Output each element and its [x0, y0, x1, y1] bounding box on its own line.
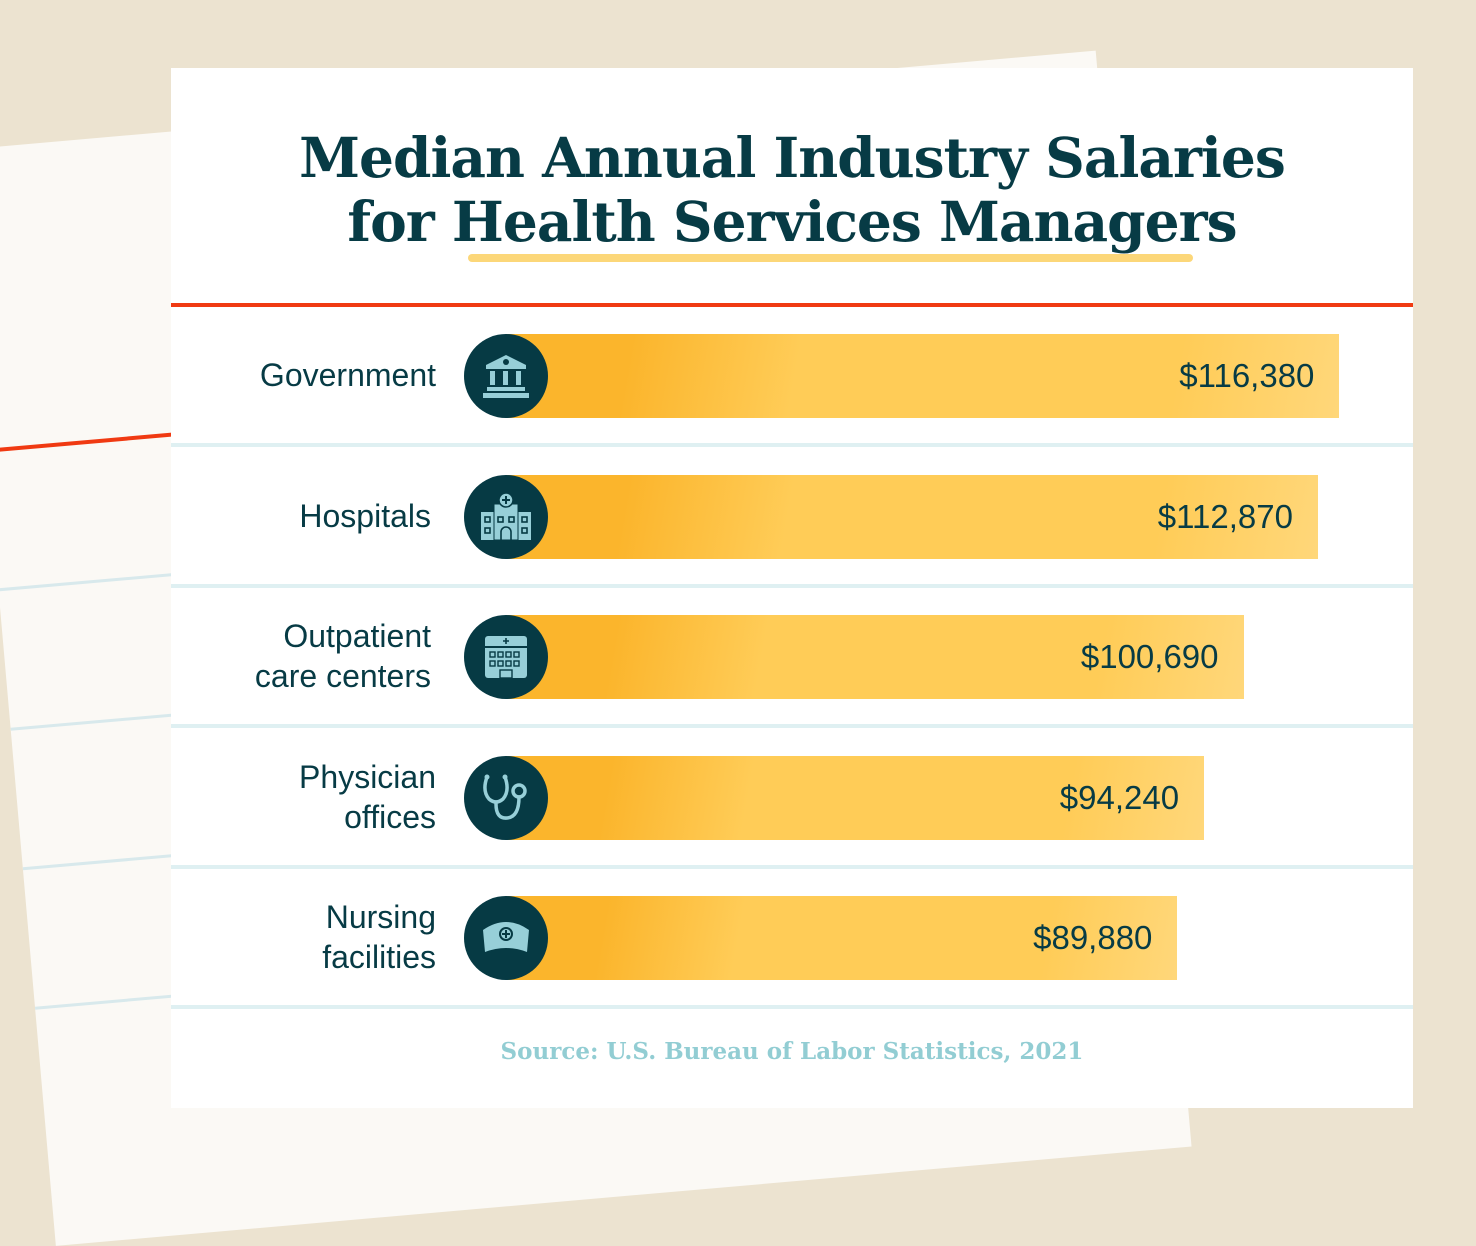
category-label: Hospitals [131, 496, 431, 536]
category-label-line: Nursing [325, 899, 436, 935]
bar: $100,690 [506, 615, 1244, 699]
chart-title: Median Annual Industry Salaries for Heal… [171, 126, 1413, 254]
row-divider [171, 1005, 1413, 1009]
bar-row: Nursing facilities $89,880 [171, 867, 1413, 1009]
category-label-line: facilities [322, 939, 436, 975]
header-rule [171, 303, 1413, 307]
category-label-line: care centers [254, 658, 431, 694]
bar-row: Outpatient care centers $100,690 [171, 586, 1413, 728]
stethoscope-icon [464, 755, 548, 840]
data-label: $116,380 [1179, 357, 1315, 394]
bar-row: Physician offices $94,240 [171, 727, 1413, 869]
government-building-icon [464, 334, 548, 418]
data-label: $89,880 [1033, 919, 1153, 956]
bar: $94,240 [506, 755, 1205, 840]
category-label-line: Outpatient [283, 618, 431, 654]
title-line-2: for Health Services Managers [347, 189, 1237, 254]
bar-row: Hospitals $112,870 [171, 446, 1413, 588]
category-label-line: Physician [299, 758, 436, 795]
row-divider [171, 443, 1413, 447]
category-label-line: Hospitals [299, 497, 431, 534]
row-divider [171, 724, 1413, 728]
bar: $112,870 [506, 474, 1318, 559]
category-label: Government [136, 355, 436, 395]
nurse-cap-icon [464, 896, 548, 980]
bar-row: Government $116,380 [171, 305, 1413, 447]
bar: $89,880 [506, 896, 1178, 980]
data-label: $100,690 [1080, 638, 1219, 675]
row-divider [171, 864, 1413, 869]
clinic-icon [464, 615, 548, 699]
category-label: Nursing facilities [136, 897, 436, 977]
data-label: $94,240 [1059, 778, 1180, 816]
bar: $116,380 [506, 334, 1340, 418]
category-label: Physician offices [136, 757, 436, 837]
row-divider [171, 583, 1413, 588]
chart-card: Median Annual Industry Salaries for Heal… [171, 68, 1413, 1108]
title-line-1: Median Annual Industry Salaries [299, 125, 1286, 190]
category-label-line: Government [259, 357, 436, 393]
category-label-line: offices [344, 798, 436, 835]
source-note: Source: U.S. Bureau of Labor Statistics,… [500, 1038, 1084, 1065]
hospital-icon [464, 474, 548, 559]
data-label: $112,870 [1157, 497, 1293, 535]
title-underline [468, 254, 1193, 262]
category-label: Outpatient care centers [131, 616, 431, 696]
